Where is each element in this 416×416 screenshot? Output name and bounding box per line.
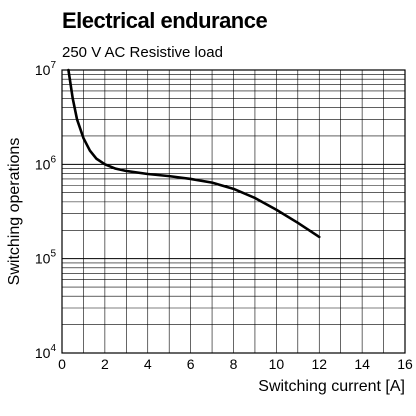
x-tick-label: 14 (354, 356, 370, 372)
y-tick-label: 107 (35, 60, 57, 78)
x-tick-label: 12 (311, 356, 327, 372)
y-tick-label: 104 (35, 343, 57, 361)
x-tick-label: 0 (58, 356, 66, 372)
x-axis-title: Switching current [A] (258, 378, 405, 395)
x-tick-label: 16 (397, 356, 413, 372)
x-tick-label: 4 (144, 356, 152, 372)
x-tick-label: 10 (269, 356, 285, 372)
grid-layer (62, 70, 405, 353)
x-tick-label: 8 (230, 356, 238, 372)
y-tick-label: 105 (35, 249, 57, 267)
plot-frame (61, 69, 406, 354)
y-axis-title: Switching operations (6, 138, 23, 286)
endurance-curve (67, 68, 321, 239)
series-layer (67, 68, 321, 239)
chart-subtitle: 250 V AC Resistive load (62, 44, 223, 61)
chart-title: Electrical endurance (62, 8, 268, 33)
tick-layer: 0 2 4 6 8 10 12 14 16 104 105 106 107 (35, 60, 413, 372)
x-tick-label: 2 (101, 356, 109, 372)
x-tick-label: 6 (187, 356, 195, 372)
y-tick-label: 106 (35, 154, 57, 172)
